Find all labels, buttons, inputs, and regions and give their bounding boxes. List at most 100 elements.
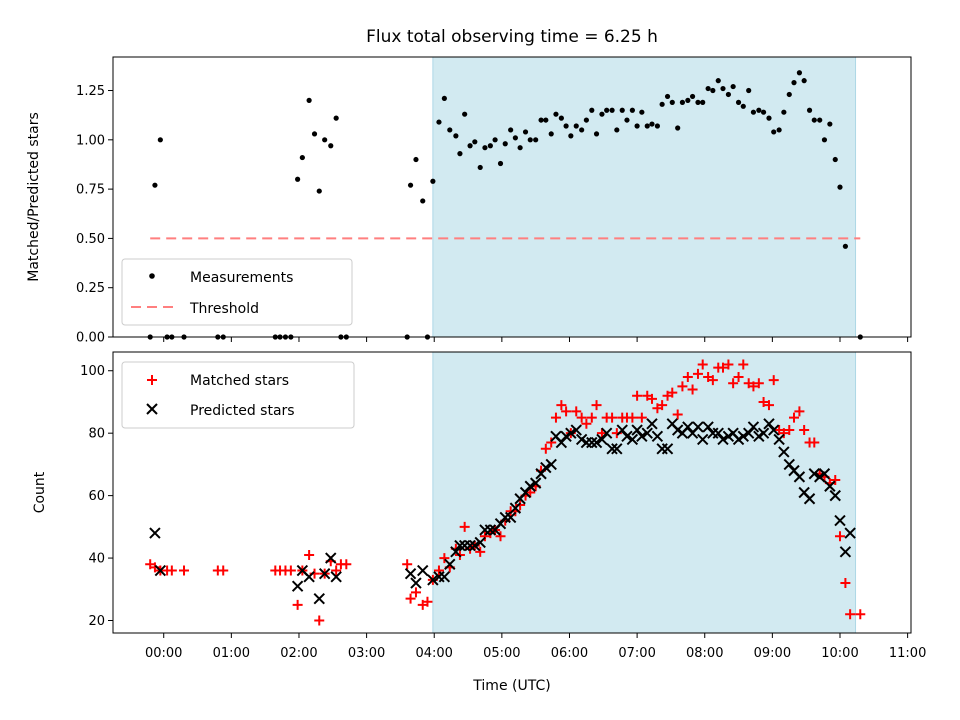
measurement-point (533, 137, 539, 143)
matched-star-point (422, 596, 433, 607)
top-y-axis-label: Matched/Predicted stars (26, 112, 42, 282)
predicted-star-point (636, 430, 648, 443)
measurement-point (776, 127, 782, 133)
matched-star-point (845, 609, 856, 620)
matched-star-point (728, 378, 739, 389)
measurement-point (715, 78, 721, 84)
matched-star-point (855, 609, 866, 620)
measurement-point (306, 97, 312, 103)
measurement-point (675, 125, 681, 131)
matched-star-point (515, 499, 526, 510)
x-tick-label: 04:00 (415, 646, 452, 661)
predicted-star-point (646, 418, 658, 430)
predicted-star-point (747, 421, 760, 433)
measurement-point (832, 156, 838, 163)
measurement-point (579, 127, 585, 133)
matched-star-point (646, 393, 657, 404)
measurement-point (430, 178, 436, 184)
legend-predicted-marker (146, 403, 158, 415)
measurement-point (654, 123, 660, 129)
measurement-point (781, 109, 787, 115)
measurement-point (827, 121, 833, 127)
measurement-point (725, 91, 732, 98)
matched-star-point (809, 437, 820, 448)
y-tick-label: 20 (88, 614, 105, 629)
bottom-observing-window-shade (432, 351, 857, 634)
top-panel: 0.00 0.25 0.50 0.75 1.00 1.25 Flux total obse… (26, 27, 912, 346)
measurement-point (604, 107, 610, 113)
measurement-point (548, 131, 554, 137)
matched-star-point (692, 368, 703, 379)
matched-star-point (707, 375, 718, 386)
chart-title: Flux total observing time = 6.25 h (366, 27, 658, 47)
predicted-star-point (318, 567, 331, 580)
predicted-star-point (621, 430, 633, 443)
matched-star-point (540, 443, 551, 454)
predicted-star-point (291, 580, 304, 592)
measurement-point (328, 143, 334, 149)
measurement-point (750, 109, 757, 115)
predicted-star-point (606, 443, 618, 455)
legend-threshold-label: Threshold (189, 301, 259, 317)
predicted-star-point (803, 493, 816, 505)
measurement-point (492, 137, 498, 143)
matched-star-point (794, 406, 805, 417)
measurement-point (624, 117, 630, 123)
predicted-star-point (808, 468, 821, 480)
predicted-star-point (712, 427, 724, 439)
x-tick-label: 08:00 (686, 646, 723, 661)
matched-star-point (561, 406, 572, 417)
measurement-point (152, 182, 158, 188)
matched-star-point (697, 359, 708, 370)
predicted-star-point (540, 461, 552, 474)
matched-star-point (341, 559, 352, 570)
measurement-point (487, 143, 493, 149)
measurement-point (593, 131, 600, 137)
measurement-point (806, 107, 813, 113)
measurement-point (837, 184, 843, 190)
bottom-legend: Matched stars Predicted stars (121, 361, 355, 429)
matched-star-point (410, 587, 421, 598)
measurement-point (756, 107, 762, 113)
predicted-star-point (702, 421, 714, 433)
predicted-star-point (417, 564, 429, 577)
predicted-star-point (793, 471, 806, 483)
predicted-star-point (616, 424, 628, 436)
measurement-point (609, 107, 615, 113)
measurement-point (664, 93, 671, 100)
measurement-point (695, 99, 701, 105)
predicted-star-point (410, 577, 422, 589)
legend-predicted-label: Predicted stars (190, 403, 295, 419)
matched-star-point (581, 418, 592, 429)
predicted-star-point (742, 427, 755, 439)
matched-star-point (405, 593, 416, 604)
predicted-star-point (590, 436, 603, 449)
predicted-star-point (303, 571, 315, 583)
measurement-point (420, 198, 426, 204)
measurement-point (821, 137, 828, 143)
bottom-y-axis-label: Count (32, 471, 48, 513)
measurement-point (472, 139, 478, 145)
predicted-star-point (504, 511, 517, 524)
matched-star-point (459, 521, 470, 532)
predicted-star-point (149, 527, 161, 539)
matched-star-point (840, 578, 851, 589)
predicted-star-point (783, 458, 795, 471)
x-tick-label: 11:00 (889, 646, 926, 661)
measurement-point (583, 117, 589, 123)
x-tick-label: 00:00 (145, 646, 182, 661)
matched-star-point (285, 565, 296, 576)
matched-star-point (723, 359, 734, 370)
measurement-point (447, 127, 453, 133)
predicted-star-point (313, 592, 325, 605)
measurement-point (527, 137, 533, 143)
predicted-star-point (611, 443, 623, 455)
predicted-star-point (844, 527, 856, 539)
predicted-star-point (641, 427, 653, 439)
matched-star-point (218, 565, 229, 576)
measurement-point (796, 70, 803, 76)
matched-star-point (433, 565, 444, 576)
matched-star-point (657, 400, 668, 411)
matched-star-point (556, 400, 567, 411)
measurement-point (441, 95, 447, 102)
